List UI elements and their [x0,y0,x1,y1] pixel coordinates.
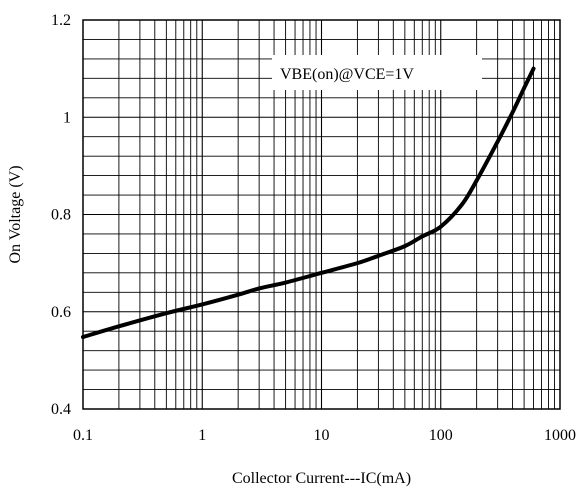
data-point [319,271,324,275]
data-point [355,261,360,265]
data-points [81,66,536,339]
x-tick-label: 1000 [544,427,576,444]
x-tick-label: 1 [198,427,206,444]
x-tick-label: 100 [429,427,453,444]
x-tick-label: 10 [314,427,330,444]
y-tick-label: 0.6 [51,304,71,321]
series-line-vbe [81,66,536,340]
data-point [283,280,288,285]
data-point [438,224,443,229]
plot-frame [82,19,561,410]
x-axis-label: Collector Current---IC(mA) [232,470,411,487]
data-point [403,244,407,248]
data-point [420,234,425,239]
y-tick-label: 0.8 [51,207,71,224]
y-tick-label: 0.4 [51,401,71,418]
data-point [81,335,85,339]
data-point [510,110,515,115]
data-point [495,139,500,144]
data-point [236,292,240,297]
data-point [459,202,464,207]
y-tick-label: 1 [63,109,71,126]
x-tick-label: 0.1 [73,427,93,444]
data-point [117,324,121,329]
annotation-box: VBE(on)@VCE=1V [272,55,482,90]
data-point [376,254,381,258]
annotation-background [272,55,482,90]
y-tick-label: 1.2 [51,12,71,29]
data-point [164,311,169,316]
data-point [200,302,205,307]
data-point [522,86,526,90]
data-point [474,178,479,183]
data-point [531,66,536,71]
tick-labels: 0.1 1 10 100 1000 0.4 0.6 0.8 1 1.2 [51,12,576,444]
y-axis-label: On Voltage (V) [7,165,24,263]
annotation-label: VBE(on)@VCE=1V [280,66,414,83]
data-point [257,286,261,291]
